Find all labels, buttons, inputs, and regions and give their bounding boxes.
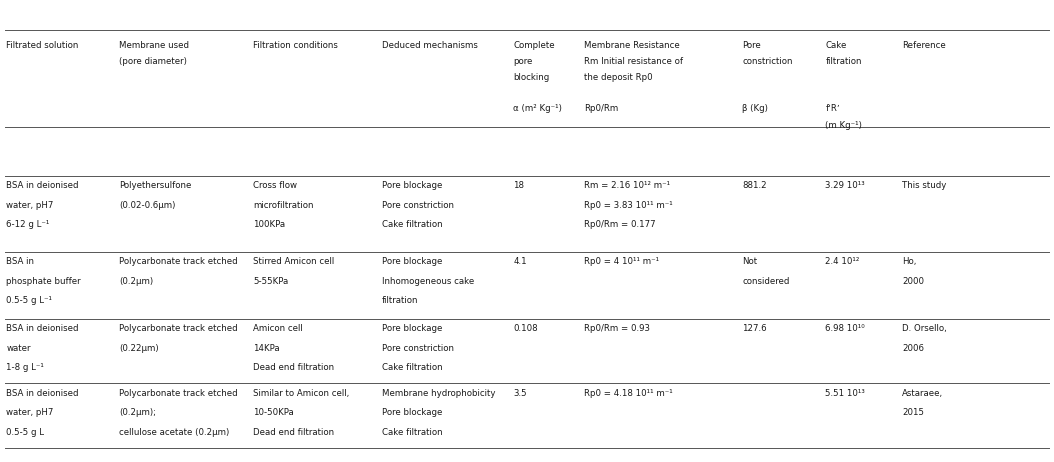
Text: Cake: Cake (825, 41, 846, 49)
Text: fʼRʼ: fʼRʼ (825, 104, 840, 113)
Text: Rp0/Rm = 0.177: Rp0/Rm = 0.177 (584, 220, 656, 229)
Text: Membrane used: Membrane used (119, 41, 189, 49)
Text: Pore blockage: Pore blockage (382, 181, 442, 190)
Text: Filtration conditions: Filtration conditions (253, 41, 338, 49)
Text: BSA in deionised: BSA in deionised (6, 324, 79, 333)
Text: 881.2: 881.2 (742, 181, 766, 190)
Text: Membrane Resistance: Membrane Resistance (584, 41, 680, 49)
Text: microfiltration: microfiltration (253, 201, 313, 209)
Text: 5.51 10¹³: 5.51 10¹³ (825, 389, 865, 398)
Text: Rp0 = 4.18 10¹¹ m⁻¹: Rp0 = 4.18 10¹¹ m⁻¹ (584, 389, 672, 398)
Text: blocking: blocking (513, 73, 549, 81)
Text: Astaraee,: Astaraee, (902, 389, 943, 398)
Text: (m Kg⁻¹): (m Kg⁻¹) (825, 121, 862, 130)
Text: 5-55KPa: 5-55KPa (253, 277, 288, 286)
Text: constriction: constriction (742, 57, 793, 66)
Text: 3.29 10¹³: 3.29 10¹³ (825, 181, 865, 190)
Text: water, pH7: water, pH7 (6, 408, 54, 417)
Text: 127.6: 127.6 (742, 324, 766, 333)
Text: (0.22μm): (0.22μm) (119, 344, 159, 353)
Text: considered: considered (742, 277, 789, 286)
Text: D. Orsello,: D. Orsello, (902, 324, 946, 333)
Text: 14KPa: 14KPa (253, 344, 279, 353)
Text: Pore blockage: Pore blockage (382, 257, 442, 266)
Text: 3.5: 3.5 (513, 389, 527, 398)
Text: Pore blockage: Pore blockage (382, 324, 442, 333)
Text: Pore: Pore (742, 41, 761, 49)
Text: water, pH7: water, pH7 (6, 201, 54, 209)
Text: 2006: 2006 (902, 344, 924, 353)
Text: Stirred Amicon cell: Stirred Amicon cell (253, 257, 334, 266)
Text: 2000: 2000 (902, 277, 924, 286)
Text: cellulose acetate (0.2μm): cellulose acetate (0.2μm) (119, 428, 230, 437)
Text: (0.02-0.6μm): (0.02-0.6μm) (119, 201, 175, 209)
Text: (0.2μm): (0.2μm) (119, 277, 153, 286)
Text: phosphate buffer: phosphate buffer (6, 277, 81, 286)
Text: Reference: Reference (902, 41, 946, 49)
Text: Cross flow: Cross flow (253, 181, 297, 190)
Text: 18: 18 (513, 181, 524, 190)
Text: Dead end filtration: Dead end filtration (253, 363, 334, 372)
Text: Pore constriction: Pore constriction (382, 201, 453, 209)
Text: filtration: filtration (825, 57, 862, 66)
Text: Polyethersulfone: Polyethersulfone (119, 181, 192, 190)
Text: Rp0 = 3.83 10¹¹ m⁻¹: Rp0 = 3.83 10¹¹ m⁻¹ (584, 201, 672, 209)
Text: Polycarbonate track etched: Polycarbonate track etched (119, 324, 238, 333)
Text: β (Kg): β (Kg) (742, 104, 768, 113)
Text: α (m² Kg⁻¹): α (m² Kg⁻¹) (513, 104, 562, 113)
Text: Rp0/Rm = 0.93: Rp0/Rm = 0.93 (584, 324, 650, 333)
Text: (pore diameter): (pore diameter) (119, 57, 187, 66)
Text: BSA in: BSA in (6, 257, 35, 266)
Text: BSA in deionised: BSA in deionised (6, 181, 79, 190)
Text: 6.98 10¹⁰: 6.98 10¹⁰ (825, 324, 865, 333)
Text: 2015: 2015 (902, 408, 924, 417)
Text: Ho,: Ho, (902, 257, 917, 266)
Text: 10-50KPa: 10-50KPa (253, 408, 294, 417)
Text: Polycarbonate track etched: Polycarbonate track etched (119, 257, 238, 266)
Text: 4.1: 4.1 (513, 257, 527, 266)
Text: Similar to Amicon cell,: Similar to Amicon cell, (253, 389, 349, 398)
Text: Cake filtration: Cake filtration (382, 428, 443, 437)
Text: Rp0 = 4 10¹¹ m⁻¹: Rp0 = 4 10¹¹ m⁻¹ (584, 257, 659, 266)
Text: Pore blockage: Pore blockage (382, 408, 442, 417)
Text: 0.5-5 g L⁻¹: 0.5-5 g L⁻¹ (6, 296, 53, 305)
Text: This study: This study (902, 181, 946, 190)
Text: Rm = 2.16 10¹² m⁻¹: Rm = 2.16 10¹² m⁻¹ (584, 181, 670, 190)
Text: Rm Initial resistance of: Rm Initial resistance of (584, 57, 683, 66)
Text: 0.5-5 g L: 0.5-5 g L (6, 428, 44, 437)
Text: Inhomogeneous cake: Inhomogeneous cake (382, 277, 474, 286)
Text: Complete: Complete (513, 41, 554, 49)
Text: filtration: filtration (382, 296, 418, 305)
Text: (0.2μm);: (0.2μm); (119, 408, 156, 417)
Text: Pore constriction: Pore constriction (382, 344, 453, 353)
Text: 0.108: 0.108 (513, 324, 538, 333)
Text: Rp0/Rm: Rp0/Rm (584, 104, 618, 113)
Text: Dead end filtration: Dead end filtration (253, 428, 334, 437)
Text: 6-12 g L⁻¹: 6-12 g L⁻¹ (6, 220, 50, 229)
Text: the deposit Rp0: the deposit Rp0 (584, 73, 652, 81)
Text: water: water (6, 344, 31, 353)
Text: Deduced mechanisms: Deduced mechanisms (382, 41, 477, 49)
Text: pore: pore (513, 57, 532, 66)
Text: Membrane hydrophobicity: Membrane hydrophobicity (382, 389, 495, 398)
Text: Not: Not (742, 257, 757, 266)
Text: 1-8 g L⁻¹: 1-8 g L⁻¹ (6, 363, 44, 372)
Text: 100KPa: 100KPa (253, 220, 285, 229)
Text: Cake filtration: Cake filtration (382, 220, 443, 229)
Text: 2.4 10¹²: 2.4 10¹² (825, 257, 860, 266)
Text: Cake filtration: Cake filtration (382, 363, 443, 372)
Text: BSA in deionised: BSA in deionised (6, 389, 79, 398)
Text: Amicon cell: Amicon cell (253, 324, 302, 333)
Text: Filtrated solution: Filtrated solution (6, 41, 79, 49)
Text: Polycarbonate track etched: Polycarbonate track etched (119, 389, 238, 398)
